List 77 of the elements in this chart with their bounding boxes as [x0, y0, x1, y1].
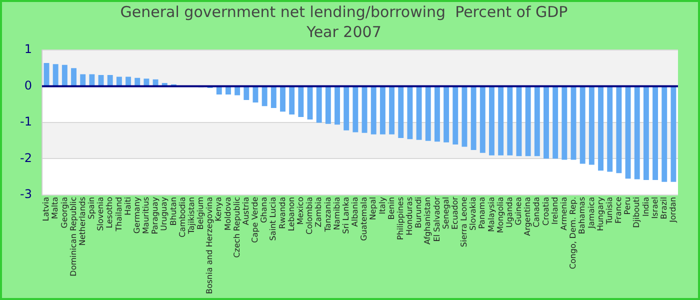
- x-tick-label: Latvia: [42, 196, 51, 222]
- x-tick-label: Colombia: [305, 196, 314, 234]
- x-tick-label: Ecuador: [450, 196, 460, 230]
- x-tick-label: Jamaica: [586, 196, 596, 230]
- x-tick-label: Moldova: [223, 196, 232, 231]
- x-tick-label: Djibouti: [632, 196, 642, 228]
- y-tick-label: 1: [24, 42, 32, 56]
- x-tick-label: Hungary: [596, 196, 605, 232]
- x-tick-label: Zambia: [314, 196, 324, 228]
- x-tick-label: India: [641, 196, 650, 217]
- x-tick-label: Austria: [241, 196, 250, 226]
- x-tick-label: Tunisia: [604, 196, 614, 226]
- x-tick-label: Namibia: [332, 196, 342, 230]
- x-tick-label: Ireland: [550, 196, 560, 225]
- x-tick-label: Guinea: [514, 196, 524, 226]
- x-tick-label: Mongolia: [496, 196, 505, 234]
- x-tick-label: Malta: [50, 196, 60, 219]
- x-tick-label: Bhutan: [168, 196, 178, 226]
- x-tick-label: Brazil: [659, 196, 668, 220]
- x-tick-label: Ghana: [260, 196, 269, 224]
- x-tick-label: Lebanon: [286, 196, 296, 232]
- x-tick-label: Thailand: [114, 196, 124, 232]
- x-tick-label: Kenya: [214, 196, 224, 222]
- y-tick-label: -1: [20, 114, 32, 129]
- chart-subtitle: Year 2007: [306, 22, 382, 41]
- x-tick-label: Cambodia: [178, 196, 187, 238]
- x-tick-label: Nepal: [368, 196, 378, 220]
- chart-title: General government net lending/borrowing Percent of GDP: [120, 2, 568, 21]
- x-tick-label: Netherlands: [78, 196, 87, 246]
- x-tick-label: Israel: [650, 196, 660, 219]
- x-tick-label: Rwanda: [278, 196, 287, 229]
- x-tick-label: Mauritius: [142, 196, 151, 234]
- x-tick-label: Senegal: [441, 196, 450, 230]
- x-tick-label: Bahamas: [578, 196, 587, 234]
- x-tick-label: Sierra Leone: [460, 196, 469, 248]
- y-tick-label: -2: [20, 150, 32, 165]
- x-tick-label: Honduras: [405, 196, 414, 236]
- x-tick-label: Afghanistan: [423, 196, 432, 244]
- x-tick-label: Slovenia: [96, 196, 106, 231]
- x-tick-label: Haiti: [123, 196, 132, 216]
- x-tick-label: Bosnia and Herzegovina: [205, 196, 214, 294]
- x-tick-label: Sri Lanka: [341, 196, 350, 234]
- x-tick-label: Albania: [350, 196, 360, 227]
- x-tick-label: Lesotho: [105, 196, 114, 228]
- x-tick-label: Slovakia: [468, 196, 478, 230]
- x-tick-label: Georgia: [60, 196, 69, 228]
- x-tick-label: Tajikistan: [186, 196, 196, 235]
- y-tick-label: -3: [20, 186, 32, 201]
- x-tick-label: Uruguay: [160, 196, 169, 231]
- x-tick-label: Paraguay: [150, 196, 160, 234]
- x-tick-label: El Salvador: [432, 196, 442, 242]
- x-tick-label: Tanzania: [323, 196, 332, 233]
- x-tick-label: Belgium: [196, 196, 206, 230]
- x-tick-label: Spain: [87, 196, 96, 220]
- x-tick-label: Czech Republic: [232, 196, 242, 258]
- x-tick-label: Argentina: [523, 196, 532, 236]
- x-tick-label: Philippines: [396, 196, 405, 240]
- x-tick-label: Uganda: [504, 196, 514, 228]
- x-tick-label: France: [614, 196, 624, 224]
- x-tick-label: Panama: [478, 196, 487, 229]
- x-tick-label: Germany: [132, 196, 142, 234]
- x-tick-label: Jordan: [668, 196, 678, 224]
- x-tick-label: Congo, Dem. Rep.: [568, 196, 578, 270]
- x-tick-label: Mexico: [296, 196, 305, 225]
- x-tick-label: Saint Lucia: [268, 196, 278, 241]
- x-tick-label: Armenia: [560, 196, 568, 230]
- x-tick-label: Canada: [532, 196, 542, 228]
- x-tick-label: Burundi: [414, 196, 424, 228]
- y-tick-label: 0: [24, 78, 32, 92]
- x-tick-label: Italy: [378, 196, 387, 214]
- x-tick-label: Malaysia: [486, 196, 496, 232]
- x-tick-label: Dominican Republic: [68, 196, 78, 276]
- x-tick-label: Guatemala: [360, 196, 369, 241]
- x-tick-label: Cape Verde: [250, 196, 260, 243]
- x-tick-label: Peru: [623, 196, 632, 215]
- x-tick-label: Benin: [386, 196, 396, 220]
- x-tick-label: Croatia: [541, 196, 550, 226]
